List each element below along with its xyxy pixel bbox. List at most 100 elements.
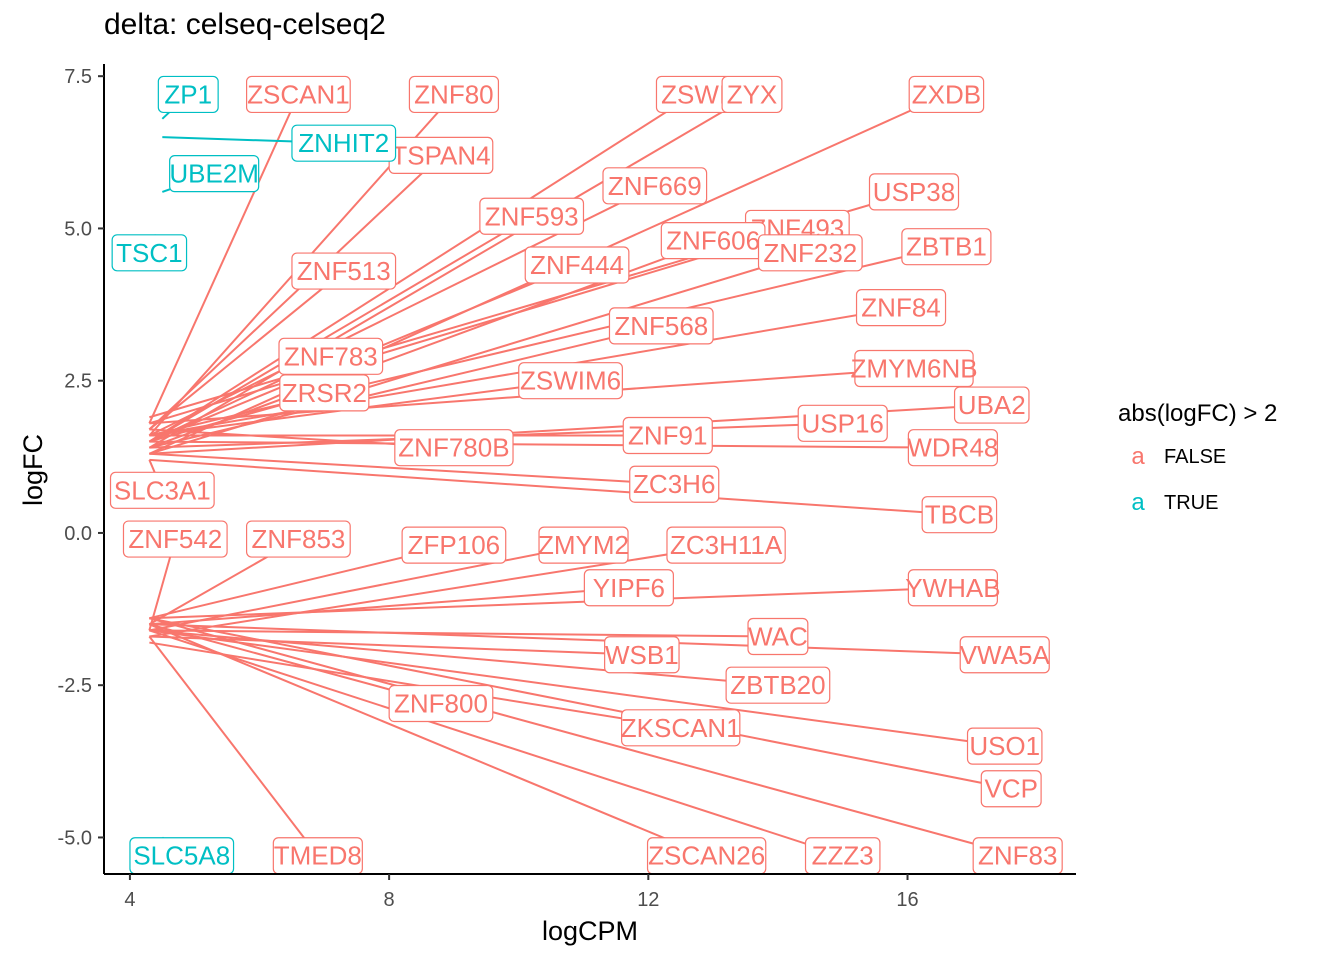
- leader-line: [148, 93, 753, 449]
- y-tick: -5.0: [58, 827, 104, 849]
- y-tick: 7.5: [64, 66, 104, 88]
- label-text: ZBTB1: [906, 232, 987, 262]
- point-label: UBE2M: [169, 155, 260, 193]
- label-text: ZMYM2: [538, 530, 629, 560]
- label-text: ZZZ3: [812, 841, 874, 871]
- label-text: ZKSCAN1: [621, 713, 741, 743]
- label-text: ZNF780B: [398, 433, 509, 463]
- y-tick: 2.5: [64, 371, 104, 393]
- point-label: ZSWI: [655, 75, 732, 114]
- y-tick-label: 5.0: [64, 218, 92, 240]
- point-label: USP16: [797, 404, 888, 442]
- label-box: [921, 496, 998, 534]
- point-label: USO1: [966, 727, 1043, 765]
- point-label: ZMYM2: [538, 526, 629, 564]
- label-box: [901, 228, 992, 266]
- leader-line: [148, 94, 300, 424]
- label-box: [401, 526, 507, 564]
- leader-line: [149, 629, 1005, 748]
- label-box: [122, 520, 228, 558]
- label-box: [111, 234, 188, 272]
- label-box: [980, 770, 1042, 808]
- label-box: [394, 429, 514, 467]
- label-box: [797, 404, 888, 442]
- label-text: ZSCAN1: [247, 79, 350, 109]
- y-tick: 5.0: [64, 218, 104, 240]
- point-labels: ZSCAN1 ZNF80 ZSWI ZYX ZXDB TSPAN4 USP38 ZNF669 Z…: [109, 75, 1063, 874]
- label-box: [408, 75, 500, 114]
- point-label: ZNF783: [278, 337, 384, 375]
- point-label: TSC1: [111, 234, 188, 272]
- legend-entry-true: a TRUE: [1118, 480, 1277, 526]
- label-box: [907, 569, 998, 607]
- point-label: ZZZ3: [804, 837, 881, 874]
- y-tick-label: 0.0: [64, 523, 92, 545]
- label-text: USP16: [802, 408, 884, 438]
- label-box: [621, 709, 741, 747]
- label-text: TSC1: [116, 238, 182, 268]
- label-box: [854, 349, 974, 388]
- label-box: [518, 362, 623, 400]
- leader-line: [149, 440, 953, 449]
- y-tick-label: -2.5: [58, 675, 92, 697]
- label-box: [959, 636, 1050, 674]
- legend-key-false: a: [1131, 443, 1145, 470]
- y-tick: -2.5: [58, 675, 104, 697]
- label-text: YIPF6: [593, 573, 665, 603]
- point-label: USP38: [868, 173, 960, 211]
- label-box: [246, 75, 351, 114]
- point-label: ZNF568: [608, 307, 714, 345]
- label-box: [907, 429, 998, 467]
- legend-key-true: a: [1131, 489, 1145, 516]
- label-text: ZNF83: [978, 841, 1057, 871]
- label-text: ZSWIM6: [520, 366, 621, 396]
- point-label: SLC3A1: [109, 471, 215, 509]
- label-text: ZC3H6: [633, 469, 715, 499]
- point-label: ZNF800: [388, 684, 494, 723]
- leader-line: [149, 617, 1018, 857]
- label-text: ZNF853: [251, 524, 345, 554]
- label-text: VCP: [984, 774, 1037, 804]
- label-box: [388, 684, 494, 723]
- label-text: ZNF669: [608, 171, 702, 201]
- point-label: ZNF780B: [394, 429, 514, 467]
- label-box: [291, 252, 397, 290]
- point-label: ZXDB: [908, 75, 985, 114]
- point-label: VWA5A: [959, 636, 1051, 674]
- label-text: UBE2M: [169, 159, 259, 189]
- label-text: ZSCAN26: [648, 841, 765, 871]
- point-label: YIPF6: [583, 569, 674, 607]
- label-box: [608, 307, 714, 345]
- label-text: ZRSR2: [282, 378, 367, 408]
- label-box: [109, 471, 215, 509]
- point-label: ZNHIT2: [291, 124, 397, 162]
- leader-line: [149, 452, 675, 486]
- point-label: ZSCAN1: [246, 75, 351, 114]
- point-label: ZNF513: [291, 252, 397, 290]
- point-label: ZNF853: [246, 520, 351, 558]
- label-text: ZFP106: [408, 530, 501, 560]
- label-text: ZSWI: [661, 79, 726, 109]
- point-label: ZFP106: [401, 526, 507, 564]
- label-box: [953, 386, 1030, 424]
- x-tick-label: 4: [124, 889, 135, 911]
- label-text: VWA5A: [960, 640, 1051, 670]
- y-tick: 0.0: [64, 523, 104, 545]
- label-text: ZNHIT2: [298, 128, 389, 158]
- leader-line: [149, 617, 1012, 790]
- leader-line: [148, 270, 345, 431]
- point-label: ZRSR2: [279, 374, 370, 412]
- label-text: UBA2: [958, 390, 1026, 420]
- legend-label-true: TRUE: [1164, 491, 1219, 514]
- label-text: ZP1: [164, 79, 212, 109]
- leader-line: [148, 623, 708, 857]
- label-box: [622, 416, 713, 455]
- label-box: [602, 167, 708, 205]
- axes: 4 8 12 16 -5.0 -2.5 0.0 2.5 5.0 7.5: [58, 64, 1076, 911]
- point-label: ZNF669: [602, 167, 708, 205]
- point-label: ZYX: [721, 75, 783, 114]
- point-label: TSPAN4: [388, 136, 494, 174]
- label-box: [629, 465, 720, 503]
- point-label: TBCB: [921, 496, 998, 534]
- point-label: WSB1: [604, 636, 680, 674]
